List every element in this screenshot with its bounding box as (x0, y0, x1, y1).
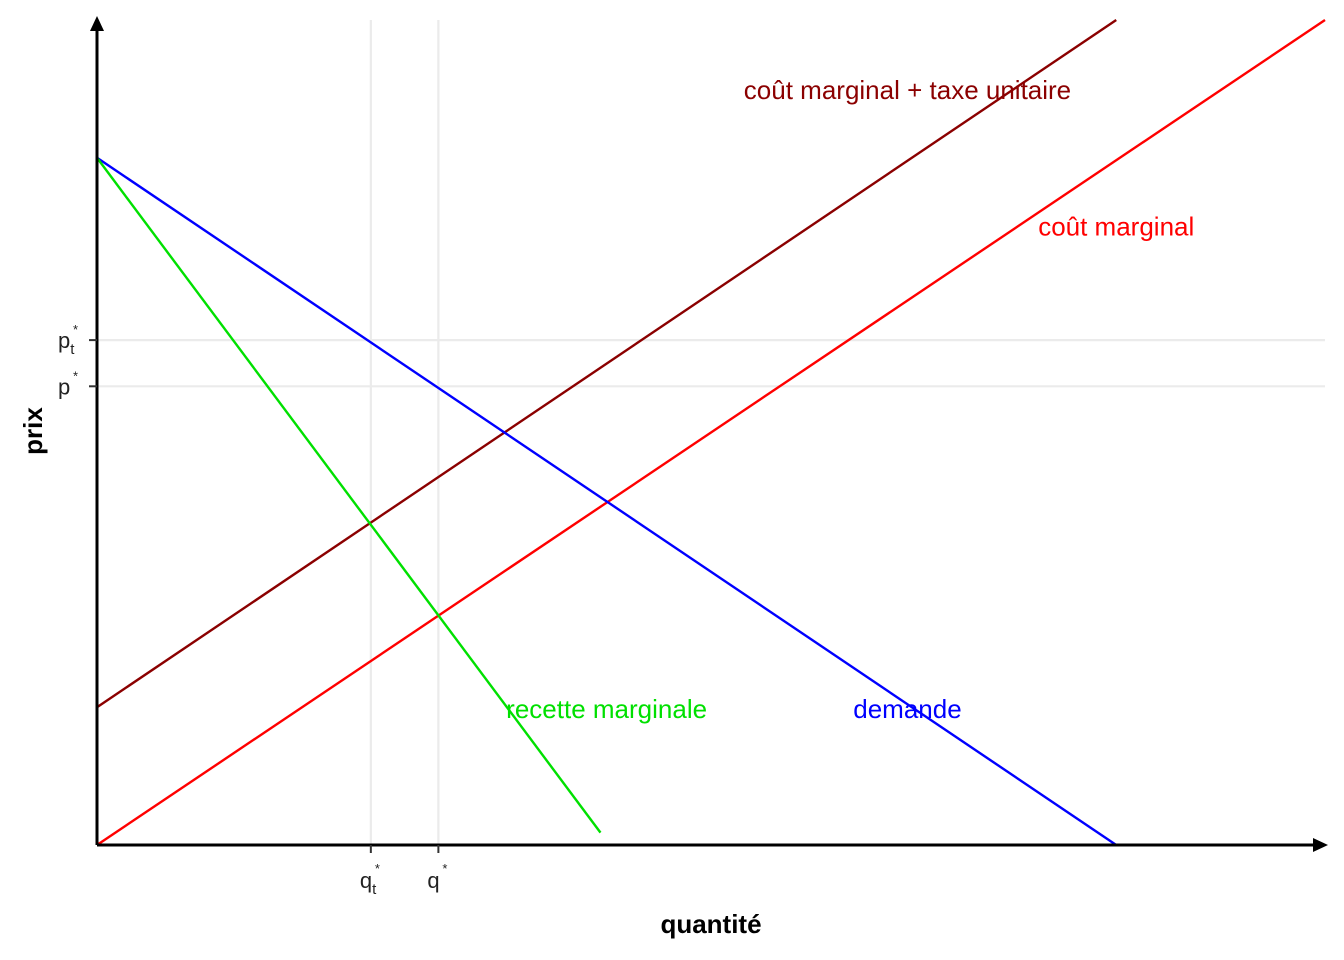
label-cout-marginal: coût marginal (1038, 211, 1194, 241)
y-axis-title: prix (18, 407, 48, 455)
series-labels: coût marginal + taxe unitaire coût margin… (506, 75, 1194, 724)
label-recette-marginale: recette marginale (506, 694, 707, 724)
axes (90, 16, 1328, 852)
label-demande: demande (853, 694, 961, 724)
x-axis-arrow (1313, 838, 1328, 852)
x-axis-title: quantité (660, 909, 761, 939)
grid-lines (97, 20, 1325, 845)
series-line-demande (96, 156, 1117, 846)
x-tick-label-1: q * (427, 861, 447, 893)
y-tick-label-1: p * (58, 368, 78, 399)
series-line-cout-marginal (96, 19, 1326, 846)
label-cout-marginal-taxe-unitaire: coût marginal + taxe unitaire (744, 75, 1071, 105)
y-axis-arrow (90, 16, 104, 31)
series-lines (96, 19, 1326, 846)
y-tick-label-0: pt* (58, 322, 78, 358)
axis-ticks: qt* q * pt* p * (58, 322, 447, 898)
series-line-cout-marginal-taxe-unitaire (96, 19, 1117, 709)
x-tick-label-0: qt* (360, 861, 380, 898)
series-line-recette-marginale (96, 157, 602, 834)
